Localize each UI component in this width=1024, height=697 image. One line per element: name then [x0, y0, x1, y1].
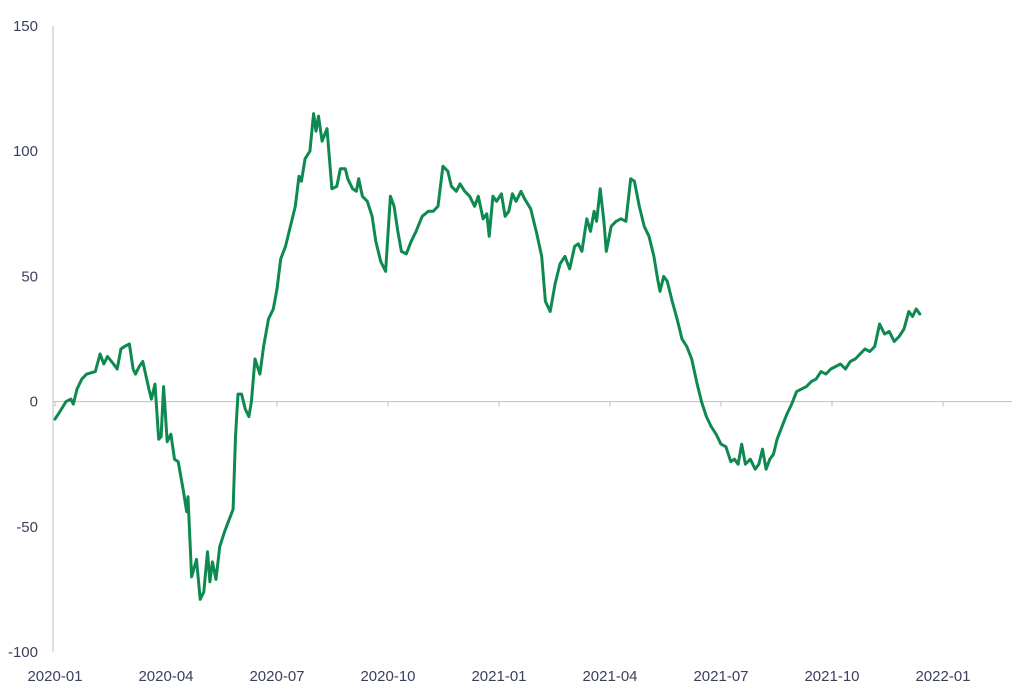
y-tick-labels: 150 100 50 0 -50 -100 — [8, 18, 38, 661]
x-tick-label: 2021-07 — [693, 668, 748, 685]
x-tick-marks — [54, 401, 944, 407]
x-tick-label: 2021-04 — [582, 668, 637, 685]
y-tick-label: -50 — [16, 519, 38, 536]
x-tick-labels: 2020-01 2020-04 2020-07 2020-10 2021-01 2021-… — [27, 668, 970, 685]
y-tick-label: -100 — [8, 644, 38, 661]
x-tick-label: 2020-07 — [249, 668, 304, 685]
x-tick-label: 2021-10 — [804, 668, 859, 685]
x-tick-label: 2020-01 — [27, 668, 82, 685]
series-line — [53, 112, 922, 601]
x-tick-label: 2022-01 — [915, 668, 970, 685]
y-tick-label: 100 — [13, 143, 38, 160]
x-tick-label: 2021-01 — [471, 668, 526, 685]
x-tick-label: 2020-04 — [138, 668, 193, 685]
x-tick-label: 2020-10 — [360, 668, 415, 685]
y-tick-label: 0 — [30, 394, 38, 411]
y-tick-label: 50 — [21, 268, 38, 285]
y-tick-label: 150 — [13, 18, 38, 35]
